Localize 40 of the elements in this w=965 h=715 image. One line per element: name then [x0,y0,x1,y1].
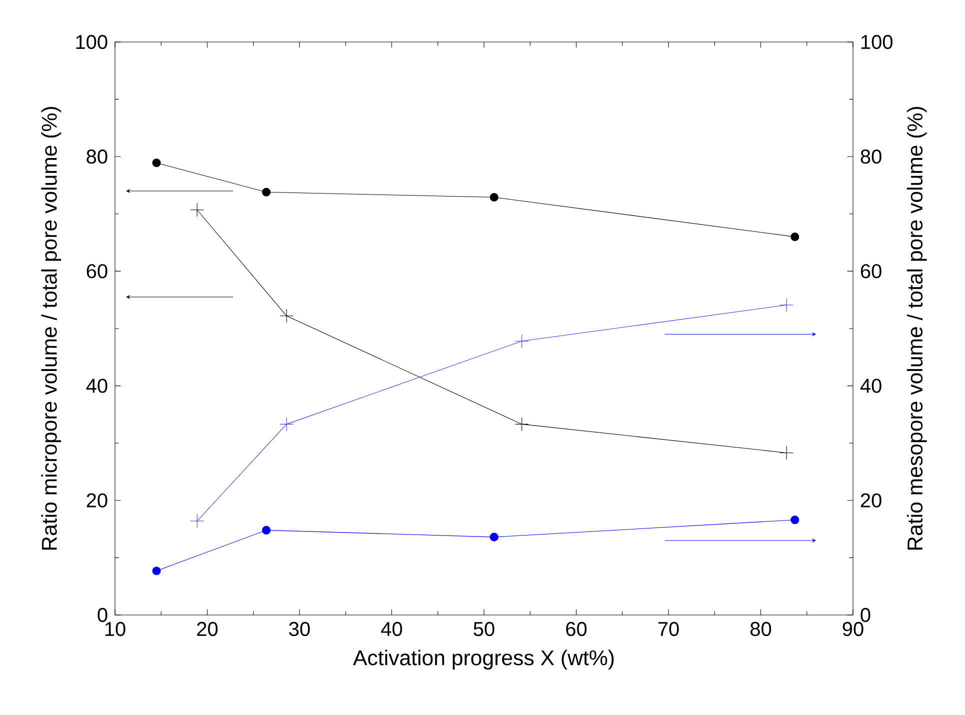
y2-axis-title: Ratio mesopore volume / total pore volume (%) [906,107,927,550]
point [280,417,294,432]
point [262,526,271,534]
point [514,417,529,432]
point [490,532,498,542]
x-tick-label: 10 [105,622,126,636]
x-tick-label: 90 [842,622,864,636]
x-tick-label: 50 [474,622,494,636]
y-tick-label: 0 [98,608,108,622]
point [152,566,161,576]
point [790,516,800,524]
point [780,446,794,460]
y2-tick-label: 80 [860,150,882,164]
point [190,202,204,217]
point [152,158,161,168]
x-tick-label: 20 [197,622,218,636]
y-tick-label: 100 [76,34,108,50]
point [262,188,271,196]
point [780,298,794,312]
point [490,193,498,202]
x-tick-label: 70 [658,622,679,636]
x-tick-label: 60 [566,622,587,636]
y2-tick-label: 0 [860,608,870,622]
point [190,514,204,528]
y2-tick-label: 40 [860,378,882,393]
y2-tick-label: 60 [860,264,882,278]
y-tick-label: 80 [86,150,108,164]
x-tick-label: 30 [289,622,310,636]
y-tick-label: 20 [86,493,108,508]
point [280,308,294,323]
y-tick-label: 60 [86,264,108,278]
y-axis-title: Ratio micropore volume / total pore volume (%) [41,107,62,550]
x-tick-label: 80 [750,622,772,636]
y2-tick-label: 100 [861,34,892,50]
x-tick-label: 40 [381,622,402,636]
point [790,232,800,242]
point [514,334,529,348]
x-axis-title: Activation progress X (wt%) [353,650,614,670]
y-tick-label: 40 [86,378,108,393]
y2-tick-label: 20 [860,493,882,508]
